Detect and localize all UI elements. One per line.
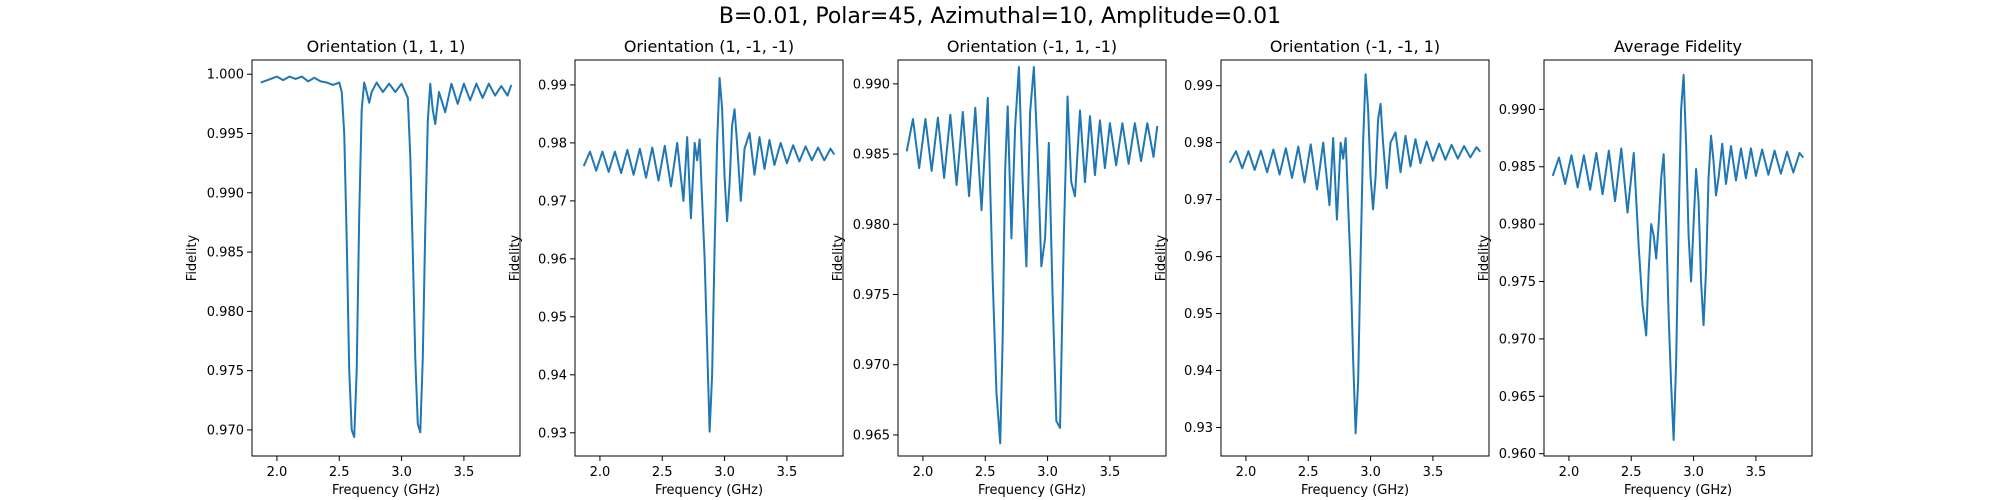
y-axis-label: Fidelity <box>185 234 200 281</box>
axes-frame <box>897 59 1167 457</box>
subplot-title: Orientation (1, -1, -1) <box>624 37 794 56</box>
x-tick-label: 3.0 <box>1683 465 1704 480</box>
subplot-title: Average Fidelity <box>1614 37 1742 56</box>
fidelity-line <box>1228 73 1482 435</box>
y-tick-label: 0.980 <box>207 305 244 320</box>
y-tick-label: 0.960 <box>1499 447 1536 462</box>
y-axis-label: Fidelity <box>508 234 523 281</box>
y-tick-label: 0.95 <box>1184 307 1213 322</box>
y-tick-label: 0.93 <box>1184 421 1213 436</box>
y-tick-label: 0.965 <box>1499 390 1536 405</box>
x-tick-label: 2.0 <box>913 465 934 480</box>
x-tick-label: 3.5 <box>777 465 798 480</box>
y-tick-label: 0.980 <box>1499 218 1536 233</box>
x-axis-label: Frequency (GHz) <box>1624 483 1732 498</box>
y-tick-label: 0.985 <box>853 148 890 163</box>
y-tick-label: 0.96 <box>538 252 567 267</box>
x-axis-label: Frequency (GHz) <box>332 483 440 498</box>
x-tick-label: 2.5 <box>329 465 350 480</box>
y-tick-label: 0.94 <box>538 368 567 383</box>
y-tick-label: 1.000 <box>207 68 244 83</box>
x-tick-label: 2.0 <box>267 465 288 480</box>
y-tick-label: 0.975 <box>853 288 890 303</box>
x-tick-label: 3.5 <box>454 465 475 480</box>
subplot-title: Orientation (-1, -1, 1) <box>1270 37 1440 56</box>
y-tick-label: 0.98 <box>538 136 567 151</box>
subplot-title: Orientation (-1, 1, -1) <box>947 37 1117 56</box>
x-tick-label: 2.0 <box>1236 465 1257 480</box>
x-axis-label: Frequency (GHz) <box>1301 483 1409 498</box>
x-tick-label: 2.0 <box>1559 465 1580 480</box>
x-tick-label: 3.0 <box>714 465 735 480</box>
y-tick-label: 0.970 <box>207 423 244 438</box>
y-tick-label: 0.990 <box>207 186 244 201</box>
y-tick-label: 0.985 <box>207 246 244 261</box>
figure-title: B=0.01, Polar=45, Azimuthal=10, Amplitud… <box>718 4 1282 29</box>
x-tick-label: 2.5 <box>975 465 996 480</box>
y-tick-label: 0.970 <box>853 358 890 373</box>
x-tick-label: 2.5 <box>652 465 673 480</box>
x-axis-label: Frequency (GHz) <box>655 483 763 498</box>
y-tick-label: 0.95 <box>538 310 567 325</box>
x-axis-label: Frequency (GHz) <box>978 483 1086 498</box>
y-tick-label: 0.980 <box>853 218 890 233</box>
y-tick-label: 0.93 <box>538 426 567 441</box>
subplot-title: Orientation (1, 1, 1) <box>307 37 466 56</box>
y-tick-label: 0.965 <box>853 428 890 443</box>
y-axis-label: Fidelity <box>1477 234 1492 281</box>
y-tick-label: 0.99 <box>1184 79 1213 94</box>
y-tick-label: 0.990 <box>853 77 890 92</box>
y-tick-label: 0.995 <box>207 127 244 142</box>
x-tick-label: 3.5 <box>1423 465 1444 480</box>
y-tick-label: 0.970 <box>1499 332 1536 347</box>
y-axis-label: Fidelity <box>1154 234 1169 281</box>
y-tick-label: 0.99 <box>538 78 567 93</box>
x-tick-label: 3.5 <box>1746 465 1767 480</box>
x-tick-label: 3.0 <box>391 465 412 480</box>
y-tick-label: 0.975 <box>207 364 244 379</box>
fidelity-line <box>582 76 836 433</box>
axes-frame <box>1543 59 1813 457</box>
axes-frame <box>574 59 844 457</box>
y-tick-label: 0.96 <box>1184 250 1213 265</box>
y-tick-label: 0.975 <box>1499 275 1536 290</box>
x-tick-label: 2.5 <box>1621 465 1642 480</box>
x-tick-label: 3.0 <box>1360 465 1381 480</box>
x-tick-label: 2.0 <box>590 465 611 480</box>
axes-frame <box>251 59 521 457</box>
y-tick-label: 0.98 <box>1184 136 1213 151</box>
x-tick-label: 2.5 <box>1298 465 1319 480</box>
y-tick-label: 0.985 <box>1499 160 1536 175</box>
y-tick-label: 0.97 <box>538 194 567 209</box>
axes-frame <box>1220 59 1490 457</box>
x-tick-label: 3.0 <box>1037 465 1058 480</box>
y-tick-label: 0.97 <box>1184 193 1213 208</box>
fidelity-line <box>260 75 513 439</box>
y-tick-label: 0.94 <box>1184 364 1213 379</box>
x-tick-label: 3.5 <box>1100 465 1121 480</box>
fidelity-line <box>905 66 1159 445</box>
y-tick-label: 0.990 <box>1499 103 1536 118</box>
y-axis-label: Fidelity <box>831 234 846 281</box>
fidelity-line <box>1551 73 1805 441</box>
